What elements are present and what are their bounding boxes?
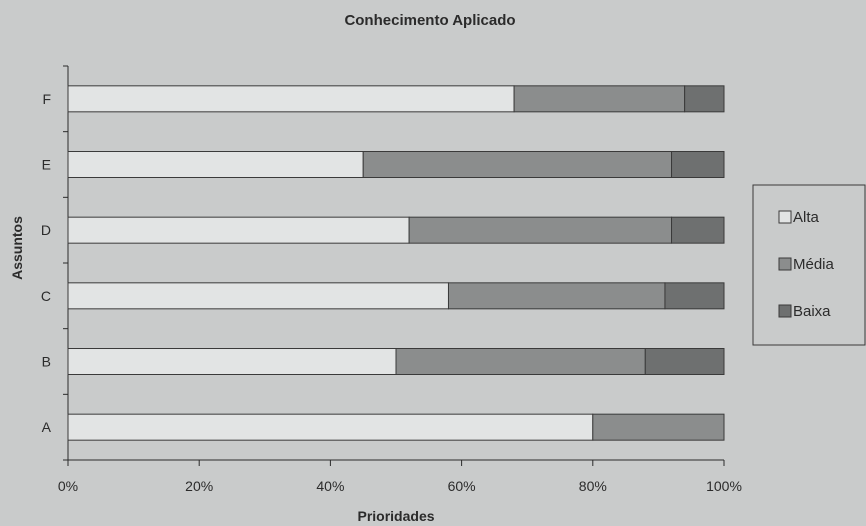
- bar-C-alta: [67, 282, 449, 310]
- y-axis-title: Assuntos: [9, 216, 25, 280]
- bar-A-alta: [67, 413, 594, 441]
- bar-C-media: [447, 282, 666, 310]
- x-tick-label: 80%: [579, 478, 607, 494]
- y-tick-label: A: [42, 419, 52, 435]
- x-tick-label: 40%: [316, 478, 344, 494]
- bar-D-media: [408, 216, 673, 244]
- bar-E-alta: [67, 151, 364, 178]
- legend-swatch: [778, 304, 792, 318]
- bar-A-media: [592, 413, 725, 441]
- bar-E-media: [362, 151, 673, 178]
- legend-swatch: [778, 210, 792, 224]
- legend-box: [752, 184, 866, 346]
- bar-F-media: [513, 85, 686, 113]
- x-tick-label: 60%: [448, 478, 476, 494]
- y-tick-label: B: [42, 354, 51, 370]
- bar-F-baixa: [684, 85, 725, 113]
- y-tick-label: E: [42, 157, 51, 173]
- x-tick-label: 20%: [185, 478, 213, 494]
- legend: Alta Média Baixa: [752, 184, 866, 346]
- y-tick-label: F: [42, 91, 51, 107]
- bar-B-alta: [67, 348, 397, 375]
- bar-F-alta: [67, 85, 515, 113]
- legend-label: Média: [793, 256, 835, 273]
- legend-swatch: [778, 257, 792, 271]
- plot-area: 0% 20% 40% 60% 80% 100% A B C D E F: [41, 65, 742, 494]
- y-tick-label: D: [41, 222, 51, 238]
- y-tick-label: C: [41, 288, 51, 304]
- bar-B-baixa: [644, 348, 725, 375]
- bar-E-baixa: [671, 151, 725, 178]
- x-tick-label: 100%: [706, 478, 742, 494]
- bar-C-baixa: [664, 282, 725, 310]
- legend-label: Alta: [793, 209, 820, 226]
- chart-title: Conhecimento Aplicado: [344, 12, 515, 29]
- x-axis-title: Prioridades: [357, 508, 434, 524]
- bar-D-alta: [67, 216, 410, 244]
- bar-B-media: [395, 348, 646, 375]
- legend-label: Baixa: [793, 303, 831, 320]
- bar-D-baixa: [671, 216, 725, 244]
- x-tick-label: 0%: [58, 478, 78, 494]
